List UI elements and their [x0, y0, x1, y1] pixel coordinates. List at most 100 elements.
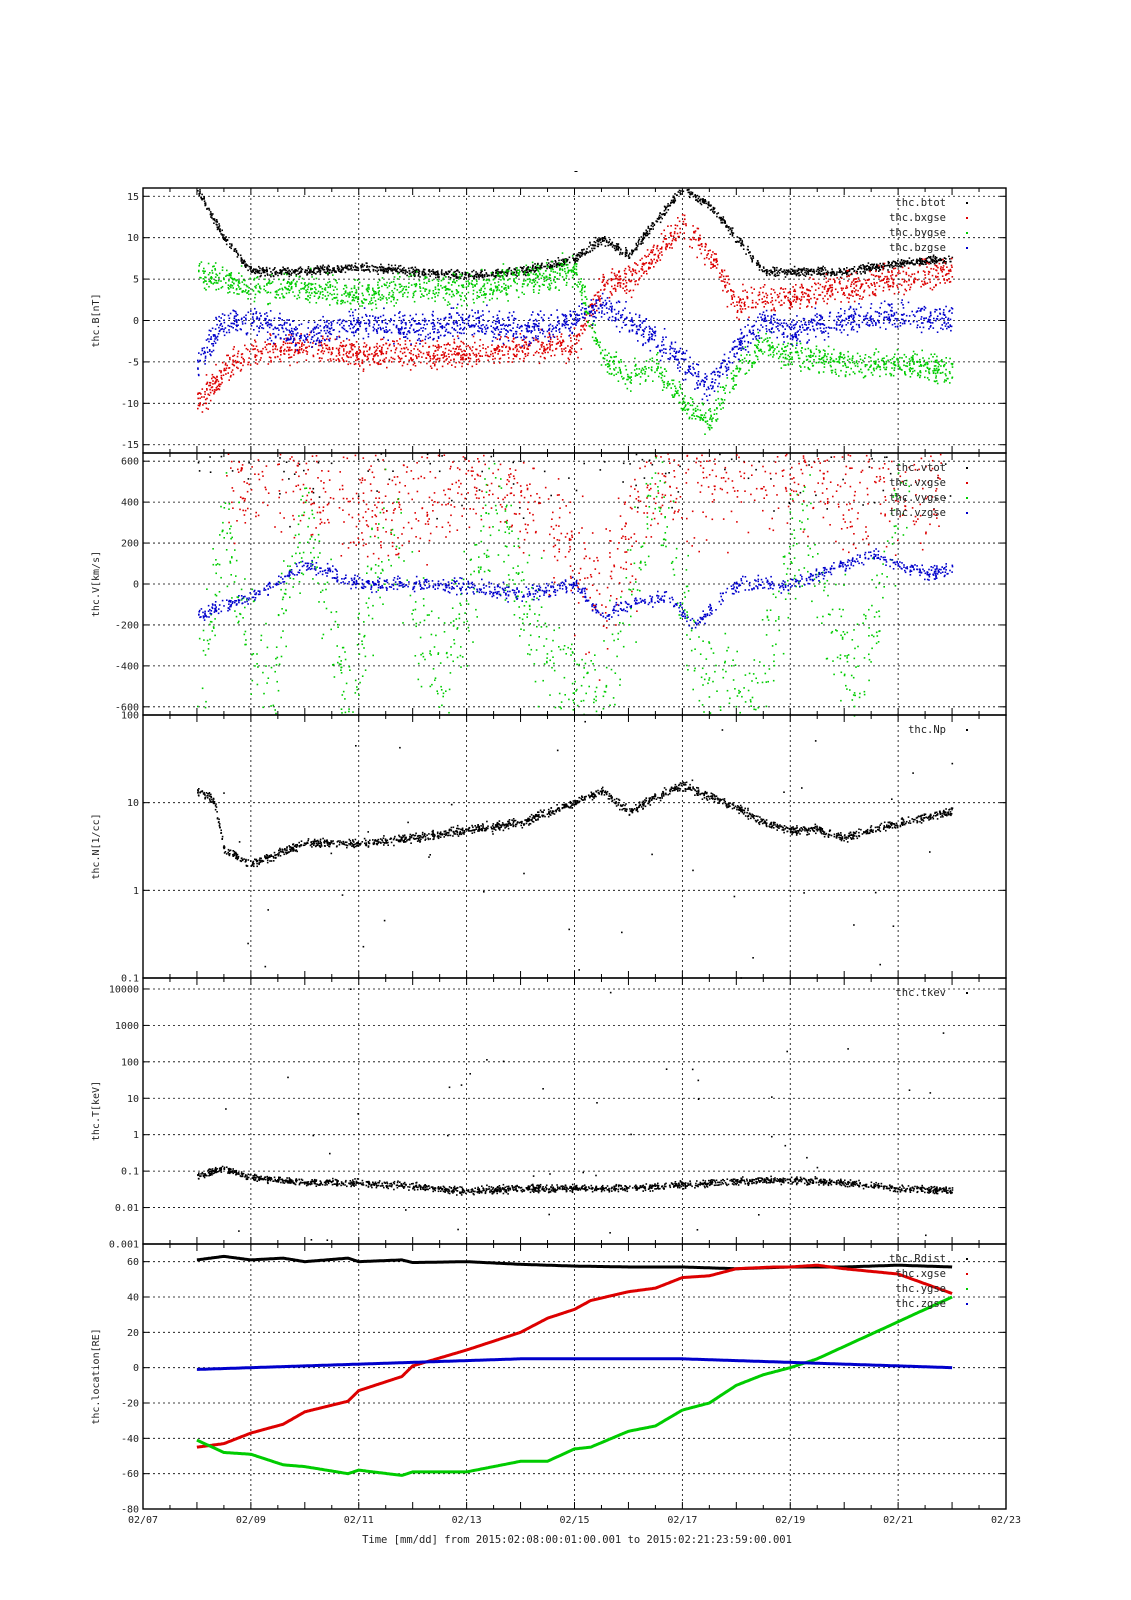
data-point: [855, 278, 858, 280]
data-point: [858, 297, 861, 300]
data-point: [409, 339, 411, 342]
data-point: [227, 284, 230, 286]
data-point: [852, 268, 854, 270]
data-point: [381, 294, 383, 296]
data-point: [214, 276, 217, 278]
data-point: [327, 273, 329, 276]
data-point: [436, 270, 439, 272]
data-point: [748, 251, 751, 254]
data-point: [732, 378, 735, 380]
data-point: [624, 276, 627, 279]
data-point: [367, 353, 370, 356]
data-point: [522, 280, 525, 282]
data-point: [335, 347, 338, 350]
data-point: [753, 350, 756, 353]
data-point: [224, 239, 226, 241]
data-point: [810, 297, 812, 300]
data-point: [693, 231, 696, 234]
data-point: [846, 270, 848, 272]
data-point: [831, 289, 833, 291]
data-point: [857, 268, 860, 270]
data-point: [438, 347, 440, 349]
data-point: [237, 350, 240, 353]
data-point: [753, 361, 755, 363]
data-point: [445, 271, 448, 274]
data-point: [494, 276, 497, 279]
data-point: [384, 267, 387, 270]
data-point: [800, 269, 802, 272]
data-point: [488, 274, 490, 277]
data-point: [458, 284, 460, 287]
data-point: [532, 268, 534, 270]
data-point: [211, 377, 213, 380]
data-point: [209, 279, 211, 282]
data-point: [366, 359, 368, 361]
data-point: [301, 343, 303, 346]
data-point: [499, 276, 501, 278]
data-point: [944, 363, 946, 366]
data-point: [331, 347, 334, 349]
data-point: [641, 265, 643, 268]
data-point: [557, 262, 560, 264]
data-point: [747, 306, 750, 308]
data-point: [468, 360, 471, 362]
data-point: [792, 286, 794, 288]
data-point: [624, 267, 627, 270]
data-point: [244, 344, 246, 347]
data-point: [602, 273, 605, 276]
data-point: [543, 280, 546, 282]
data-point: [522, 273, 525, 276]
data-point: [796, 342, 798, 344]
data-point: [232, 373, 235, 376]
data-point: [827, 345, 830, 348]
data-point: [324, 295, 327, 297]
data-point: [664, 368, 666, 370]
data-point: [547, 266, 549, 268]
data-point: [831, 294, 834, 296]
data-point: [809, 269, 812, 271]
data-point: [820, 267, 822, 270]
data-point: [465, 272, 468, 274]
data-point: [853, 362, 856, 365]
data-point: [582, 324, 585, 327]
data-point: [270, 359, 272, 362]
data-point: [653, 258, 655, 261]
data-point: [438, 345, 440, 348]
data-point: [391, 270, 393, 272]
data-point: [307, 295, 309, 297]
data-point: [375, 266, 377, 268]
data-point: [787, 291, 790, 294]
data-point: [620, 278, 622, 280]
data-point: [882, 290, 885, 292]
data-point: [648, 232, 651, 235]
data-point: [534, 263, 536, 265]
data-point: [610, 279, 613, 281]
data-point: [831, 371, 833, 374]
data-point: [868, 266, 870, 268]
data-point: [691, 247, 693, 249]
data-point: [249, 364, 252, 366]
data-point: [770, 346, 773, 348]
data-point: [585, 324, 588, 327]
data-point: [904, 279, 906, 282]
data-point: [585, 252, 587, 255]
data-point: [559, 272, 561, 275]
data-point: [688, 191, 690, 194]
data-point: [329, 337, 331, 340]
data-point: [772, 351, 774, 354]
data-point: [730, 303, 732, 306]
data-point: [732, 291, 735, 293]
data-point: [692, 412, 695, 414]
data-point: [943, 278, 945, 280]
data-point: [722, 275, 725, 278]
data-point: [477, 274, 480, 276]
data-point: [355, 291, 358, 293]
data-point: [435, 292, 438, 294]
data-point: [402, 362, 405, 364]
data-point: [289, 349, 291, 352]
data-point: [337, 269, 340, 271]
data-point: [429, 358, 432, 360]
data-point: [724, 286, 727, 289]
data-point: [204, 398, 207, 401]
data-point: [518, 343, 520, 346]
